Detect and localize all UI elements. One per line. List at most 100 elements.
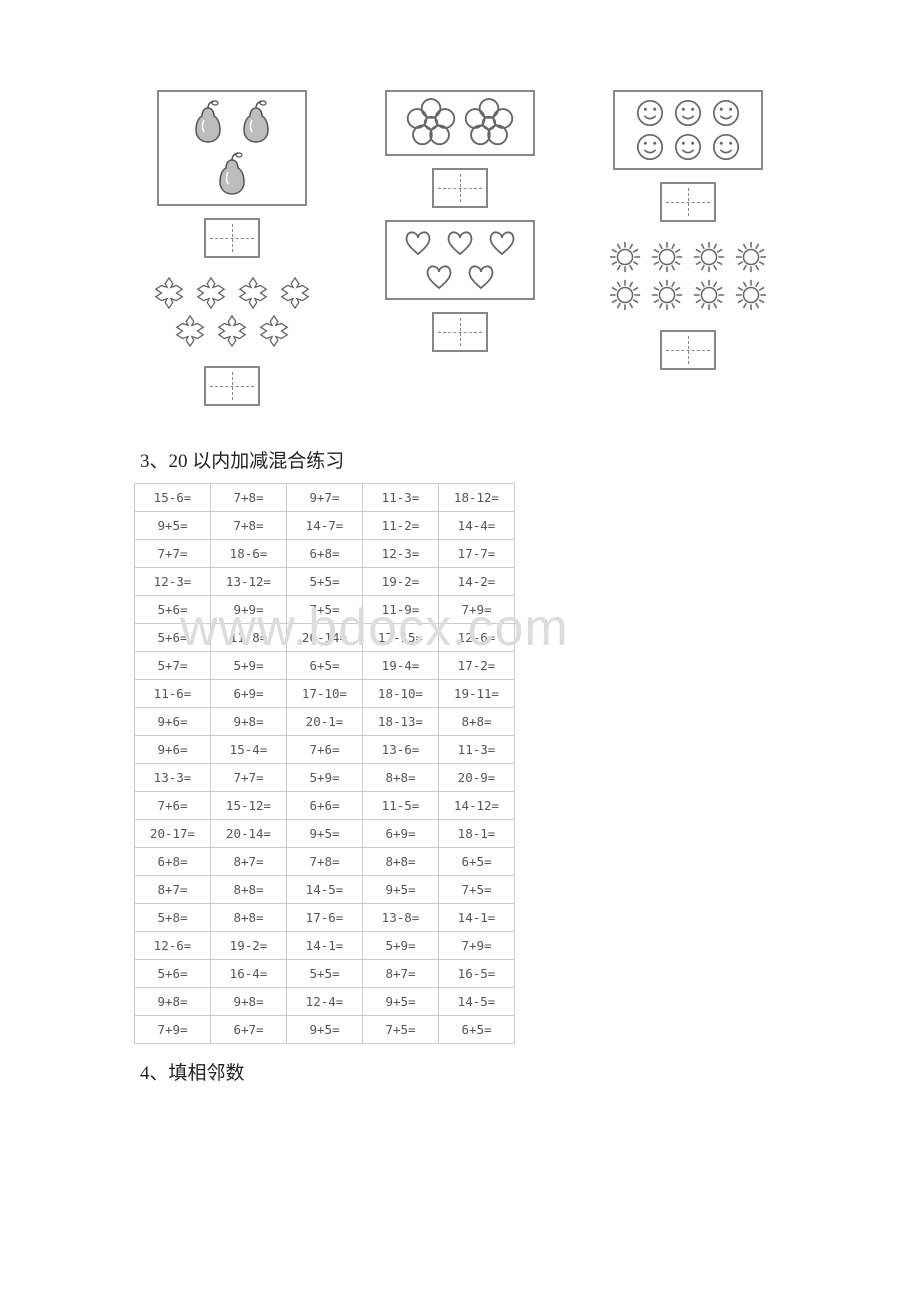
arithmetic-cell[interactable]: 8+8=: [211, 904, 287, 932]
arithmetic-cell[interactable]: 12-3=: [135, 568, 211, 596]
arithmetic-cell[interactable]: 6+5=: [287, 652, 363, 680]
arithmetic-cell[interactable]: 7+7=: [211, 764, 287, 792]
arithmetic-cell[interactable]: 20-14=: [287, 624, 363, 652]
arithmetic-cell[interactable]: 18-1=: [439, 820, 515, 848]
arithmetic-cell[interactable]: 14-2=: [439, 568, 515, 596]
arithmetic-cell[interactable]: 9+7=: [287, 484, 363, 512]
arithmetic-cell[interactable]: 17-15=: [363, 624, 439, 652]
arithmetic-cell[interactable]: 11-3=: [439, 736, 515, 764]
arithmetic-cell[interactable]: 7+9=: [135, 1016, 211, 1044]
arithmetic-cell[interactable]: 7+8=: [211, 484, 287, 512]
arithmetic-cell[interactable]: 8+8=: [363, 764, 439, 792]
arithmetic-cell[interactable]: 6+5=: [439, 1016, 515, 1044]
arithmetic-cell[interactable]: 18-6=: [211, 540, 287, 568]
arithmetic-cell[interactable]: 19-11=: [439, 680, 515, 708]
answer-box[interactable]: [660, 182, 716, 222]
arithmetic-cell[interactable]: 18-12=: [439, 484, 515, 512]
arithmetic-cell[interactable]: 13-6=: [363, 736, 439, 764]
arithmetic-cell[interactable]: 7+5=: [287, 596, 363, 624]
arithmetic-cell[interactable]: 7+8=: [287, 848, 363, 876]
arithmetic-cell[interactable]: 8+7=: [211, 848, 287, 876]
arithmetic-cell[interactable]: 20-9=: [439, 764, 515, 792]
arithmetic-cell[interactable]: 13-12=: [211, 568, 287, 596]
arithmetic-cell[interactable]: 15-12=: [211, 792, 287, 820]
arithmetic-cell[interactable]: 5+5=: [287, 568, 363, 596]
arithmetic-cell[interactable]: 20-17=: [135, 820, 211, 848]
arithmetic-cell[interactable]: 14-1=: [287, 932, 363, 960]
arithmetic-cell[interactable]: 5+5=: [287, 960, 363, 988]
arithmetic-cell[interactable]: 6+5=: [439, 848, 515, 876]
arithmetic-cell[interactable]: 9+5=: [135, 512, 211, 540]
arithmetic-cell[interactable]: 9+8=: [211, 988, 287, 1016]
arithmetic-cell[interactable]: 5+6=: [135, 960, 211, 988]
arithmetic-cell[interactable]: 7+6=: [287, 736, 363, 764]
arithmetic-cell[interactable]: 20-1=: [287, 708, 363, 736]
arithmetic-cell[interactable]: 12-6=: [439, 624, 515, 652]
arithmetic-cell[interactable]: 9+5=: [363, 876, 439, 904]
arithmetic-cell[interactable]: 14-12=: [439, 792, 515, 820]
arithmetic-cell[interactable]: 7+9=: [439, 596, 515, 624]
arithmetic-cell[interactable]: 13-8=: [363, 904, 439, 932]
arithmetic-cell[interactable]: 6+8=: [135, 848, 211, 876]
arithmetic-cell[interactable]: 15-6=: [135, 484, 211, 512]
answer-box[interactable]: [204, 218, 260, 258]
arithmetic-cell[interactable]: 11-6=: [135, 680, 211, 708]
arithmetic-cell[interactable]: 14-7=: [287, 512, 363, 540]
arithmetic-cell[interactable]: 19-4=: [363, 652, 439, 680]
arithmetic-cell[interactable]: 9+5=: [287, 820, 363, 848]
arithmetic-cell[interactable]: 5+6=: [135, 596, 211, 624]
arithmetic-cell[interactable]: 17-7=: [439, 540, 515, 568]
arithmetic-cell[interactable]: 6+6=: [287, 792, 363, 820]
arithmetic-cell[interactable]: 9+9=: [211, 596, 287, 624]
arithmetic-cell[interactable]: 7+8=: [211, 512, 287, 540]
arithmetic-cell[interactable]: 20-14=: [211, 820, 287, 848]
arithmetic-cell[interactable]: 9+6=: [135, 736, 211, 764]
arithmetic-cell[interactable]: 17-2=: [439, 652, 515, 680]
arithmetic-cell[interactable]: 8+7=: [135, 876, 211, 904]
arithmetic-cell[interactable]: 7+5=: [363, 1016, 439, 1044]
arithmetic-cell[interactable]: 11-5=: [363, 792, 439, 820]
arithmetic-cell[interactable]: 14-5=: [439, 988, 515, 1016]
arithmetic-cell[interactable]: 16-5=: [439, 960, 515, 988]
answer-box[interactable]: [432, 312, 488, 352]
arithmetic-cell[interactable]: 9+5=: [287, 1016, 363, 1044]
arithmetic-cell[interactable]: 5+7=: [135, 652, 211, 680]
arithmetic-cell[interactable]: 7+9=: [439, 932, 515, 960]
arithmetic-cell[interactable]: 6+9=: [211, 680, 287, 708]
arithmetic-cell[interactable]: 6+7=: [211, 1016, 287, 1044]
arithmetic-cell[interactable]: 19-2=: [363, 568, 439, 596]
answer-box[interactable]: [204, 366, 260, 406]
arithmetic-cell[interactable]: 11-3=: [363, 484, 439, 512]
arithmetic-cell[interactable]: 5+6=: [135, 624, 211, 652]
arithmetic-cell[interactable]: 16-4=: [211, 960, 287, 988]
arithmetic-cell[interactable]: 9+6=: [135, 708, 211, 736]
arithmetic-cell[interactable]: 8+8=: [211, 876, 287, 904]
arithmetic-cell[interactable]: 6+9=: [363, 820, 439, 848]
arithmetic-cell[interactable]: 5+9=: [287, 764, 363, 792]
arithmetic-cell[interactable]: 14-1=: [439, 904, 515, 932]
arithmetic-cell[interactable]: 9+8=: [135, 988, 211, 1016]
arithmetic-cell[interactable]: 11-9=: [363, 596, 439, 624]
arithmetic-cell[interactable]: 12-3=: [363, 540, 439, 568]
arithmetic-cell[interactable]: 19-2=: [211, 932, 287, 960]
arithmetic-cell[interactable]: 18-13=: [363, 708, 439, 736]
arithmetic-cell[interactable]: 11-8=: [211, 624, 287, 652]
arithmetic-cell[interactable]: 14-4=: [439, 512, 515, 540]
arithmetic-cell[interactable]: 7+6=: [135, 792, 211, 820]
arithmetic-cell[interactable]: 12-6=: [135, 932, 211, 960]
arithmetic-cell[interactable]: 8+8=: [363, 848, 439, 876]
answer-box[interactable]: [432, 168, 488, 208]
arithmetic-cell[interactable]: 15-4=: [211, 736, 287, 764]
arithmetic-cell[interactable]: 14-5=: [287, 876, 363, 904]
arithmetic-cell[interactable]: 7+5=: [439, 876, 515, 904]
arithmetic-cell[interactable]: 5+9=: [363, 932, 439, 960]
arithmetic-cell[interactable]: 7+7=: [135, 540, 211, 568]
arithmetic-cell[interactable]: 8+8=: [439, 708, 515, 736]
arithmetic-cell[interactable]: 9+8=: [211, 708, 287, 736]
answer-box[interactable]: [660, 330, 716, 370]
arithmetic-cell[interactable]: 17-6=: [287, 904, 363, 932]
arithmetic-cell[interactable]: 18-10=: [363, 680, 439, 708]
arithmetic-cell[interactable]: 8+7=: [363, 960, 439, 988]
arithmetic-cell[interactable]: 11-2=: [363, 512, 439, 540]
arithmetic-cell[interactable]: 6+8=: [287, 540, 363, 568]
